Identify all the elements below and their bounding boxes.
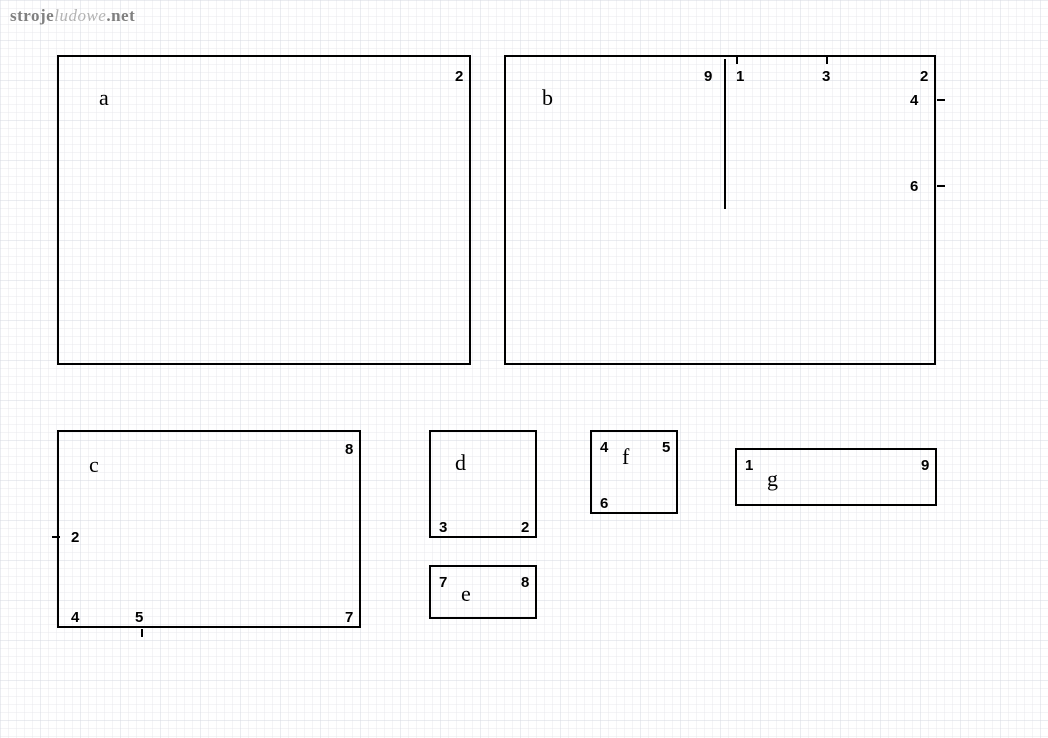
panel-b-mark-0: 9 <box>704 69 712 84</box>
panel-e-mark-0: 7 <box>439 575 447 590</box>
panel-c-mark-4: 7 <box>345 610 353 625</box>
panel-label-g: g <box>767 466 778 492</box>
panel-d: d 3 2 <box>429 430 537 538</box>
panel-c-mark-1: 2 <box>71 530 79 545</box>
panel-c-mark-2: 4 <box>71 610 79 625</box>
panel-b-tick-0 <box>736 56 738 64</box>
panel-f-mark-0: 4 <box>600 440 608 455</box>
panel-b-tick-1 <box>826 56 828 64</box>
panel-e: e7 8 <box>429 565 537 619</box>
panel-label-c: c <box>89 452 99 478</box>
panel-c-tick-1 <box>141 629 143 637</box>
panel-b-mark-5: 6 <box>910 179 918 194</box>
panel-label-a: a <box>99 85 109 111</box>
panel-g-mark-0: 1 <box>745 458 753 473</box>
panel-label-d: d <box>455 450 466 476</box>
diagram-stage: strojeludowe.net a2b913246c82457d32e78f4… <box>0 0 1048 738</box>
panel-b-mark-1: 1 <box>736 69 744 84</box>
panel-a: a2 <box>57 55 471 365</box>
panel-b-mark-3: 2 <box>920 69 928 84</box>
panel-b-mark-4: 4 <box>910 93 918 108</box>
panel-c-tick-0 <box>52 536 60 538</box>
panel-d-mark-1: 2 <box>521 520 529 535</box>
panel-b: b 9 1 3 24 6 <box>504 55 936 365</box>
panel-b-mark-2: 3 <box>822 69 830 84</box>
watermark-part1: stroje <box>10 6 54 25</box>
panel-e-mark-1: 8 <box>521 575 529 590</box>
panel-d-mark-0: 3 <box>439 520 447 535</box>
panel-b-tick-3 <box>937 185 945 187</box>
panel-f-mark-1: 5 <box>662 440 670 455</box>
panel-label-b: b <box>542 85 553 111</box>
panel-c-mark-3: 5 <box>135 610 143 625</box>
panel-label-e: e <box>461 581 471 607</box>
panel-label-f: f <box>622 444 629 470</box>
watermark: strojeludowe.net <box>10 6 135 26</box>
panel-c-mark-0: 8 <box>345 442 353 457</box>
panel-a-mark-0: 2 <box>455 69 463 84</box>
panel-b-tick-2 <box>937 99 945 101</box>
panel-c: c 8 2 4 5 7 <box>57 430 361 628</box>
panel-g-mark-1: 9 <box>921 458 929 473</box>
panel-f: f4 5 6 <box>590 430 678 514</box>
panel-b-line-0 <box>724 59 726 209</box>
watermark-part2: ludowe <box>54 6 106 25</box>
panel-f-mark-2: 6 <box>600 496 608 511</box>
watermark-part3: .net <box>106 6 135 25</box>
panel-g: g1 9 <box>735 448 937 506</box>
